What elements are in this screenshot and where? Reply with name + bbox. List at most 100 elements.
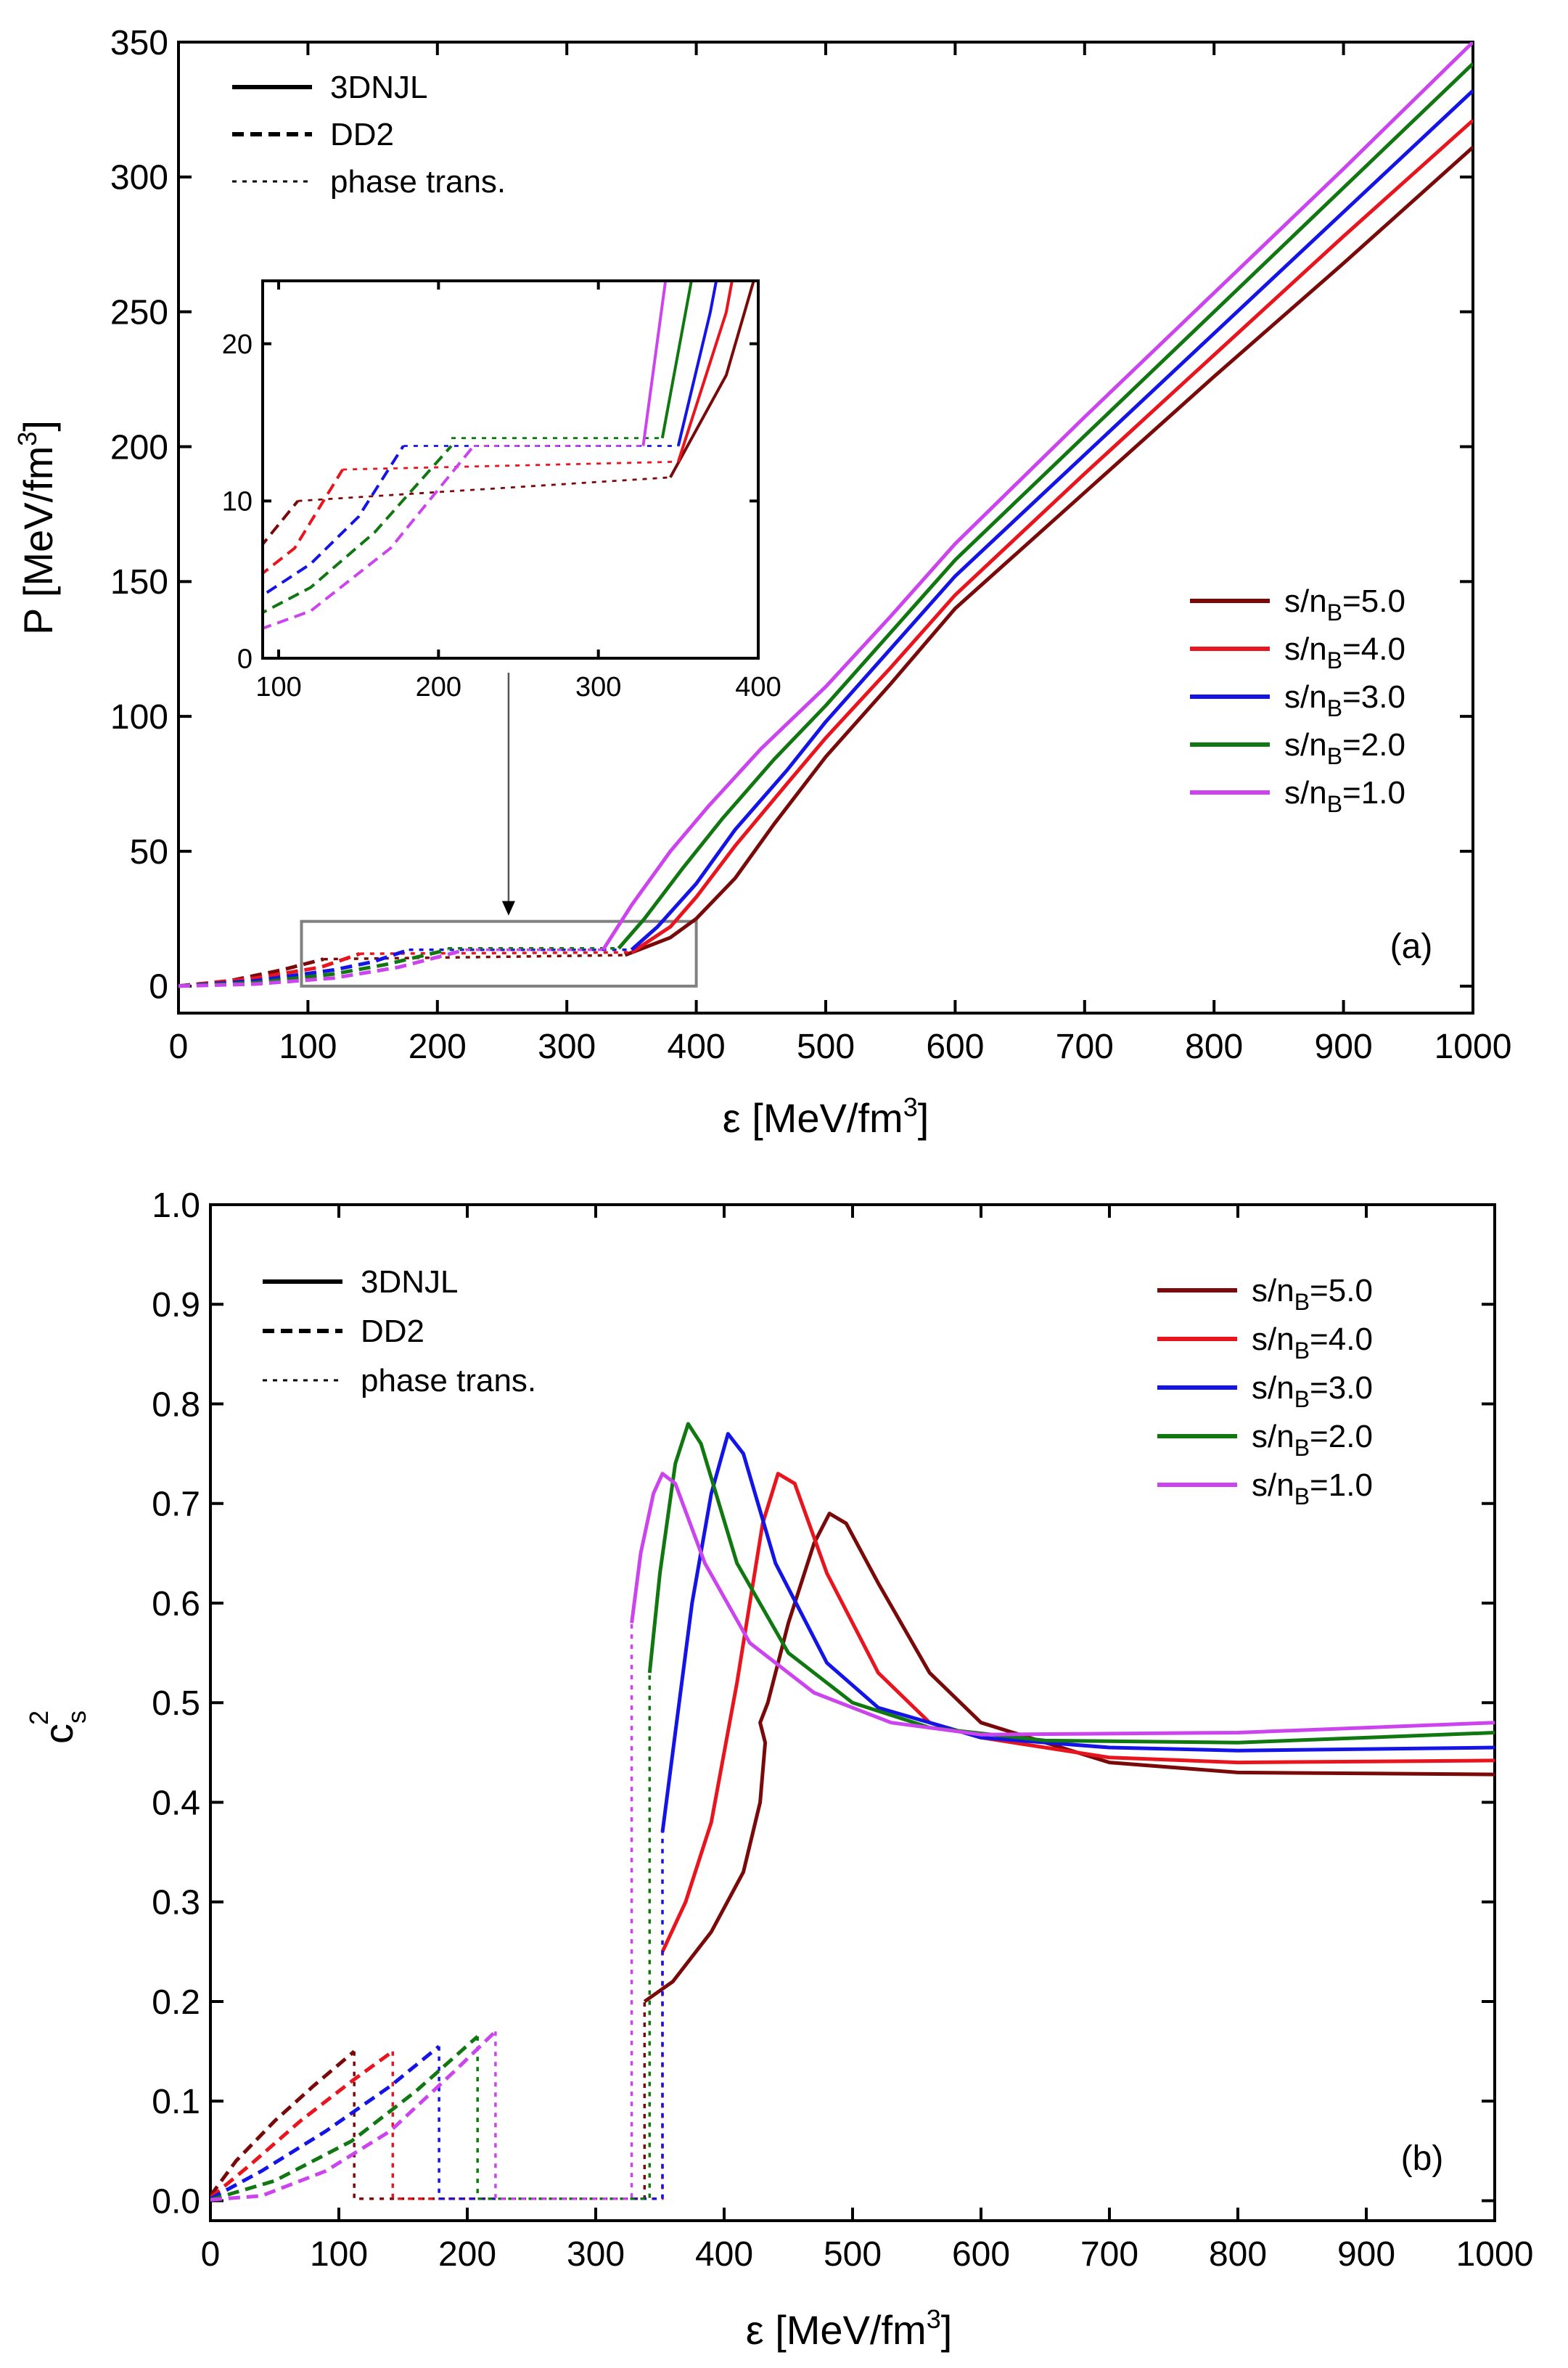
panel-a-x-tick-label: 900 bbox=[1315, 1028, 1373, 1066]
panel-b-y-tick-label: 0.2 bbox=[152, 1983, 200, 2022]
panel-a-njl-line-3 bbox=[617, 62, 1473, 950]
panel-b-series-legend-prefix: s/n bbox=[1252, 1370, 1294, 1406]
panel-a-pressure-chart: 0 100 200 300 400 500 600 700 800 900 100005010015… bbox=[12, 24, 1511, 1141]
panel-a-series-legend-value: =3.0 bbox=[1342, 679, 1405, 715]
panel-b-dd2-line-3 bbox=[210, 2035, 479, 2202]
panel-a-series-legend-value: =5.0 bbox=[1342, 583, 1405, 619]
panel-b-x-tick-label: 400 bbox=[695, 2235, 753, 2274]
panel-b-transition-line-2 bbox=[438, 1832, 664, 2200]
panel-b-x-tick-label: 0 bbox=[201, 2235, 221, 2274]
panel-a-series-legend-prefix: s/n bbox=[1284, 775, 1327, 811]
panel-a-njl-line-1 bbox=[631, 118, 1473, 954]
inset-njl-line-0 bbox=[669, 281, 755, 478]
panel-a-label: (a) bbox=[1390, 927, 1433, 966]
panel-b-x-axis-title: ε [MeV/fm3] bbox=[746, 2304, 953, 2353]
inset-x-tick-label: 400 bbox=[735, 672, 781, 702]
panel-b-y-axis-title: cs2 bbox=[24, 1711, 91, 1744]
panel-b-style-legend-label: phase trans. bbox=[361, 1363, 536, 1398]
panel-a-series-legend-prefix: s/n bbox=[1284, 679, 1327, 715]
panel-b-dd2-line-4 bbox=[210, 2030, 497, 2202]
panel-b-style-legend: 3DNJL DD2 phase trans. bbox=[263, 1264, 536, 1398]
panel-a-transition-line-1 bbox=[359, 951, 632, 955]
panel-b-sound-speed-chart: 0 100 200 300 400 500 600 700 800 900 1000 0.0 0.1 0.… bbox=[24, 1187, 1533, 2353]
panel-b-y-tick-label: 0.6 bbox=[152, 1585, 200, 1623]
panel-b-x-tick-label: 300 bbox=[567, 2235, 625, 2274]
inset-frame bbox=[261, 279, 760, 660]
panel-a-dd2-line-4 bbox=[178, 948, 467, 988]
panel-a-y-tick-label: 350 bbox=[110, 24, 168, 62]
panel-a-series-legend-sub: B bbox=[1327, 695, 1342, 721]
panel-b-y-tick-label: 0.3 bbox=[152, 1884, 200, 1922]
panel-a-x-tick-label: 100 bbox=[279, 1028, 337, 1066]
panel-b-style-legend-label: DD2 bbox=[361, 1314, 424, 1349]
panel-a-njl-line-4 bbox=[602, 42, 1473, 951]
panel-b-series-legend-sub: B bbox=[1294, 1386, 1310, 1412]
panel-b-series-legend-sub: B bbox=[1294, 1289, 1310, 1315]
panel-a-x-axis-title: ε [MeV/fm3] bbox=[723, 1092, 929, 1141]
panel-b-label: (b) bbox=[1401, 2139, 1444, 2178]
panel-a-y-tick-label: 0 bbox=[149, 968, 168, 1007]
panel-a-series-legend-value: =4.0 bbox=[1342, 631, 1405, 667]
panel-a-style-legend-label: 3DNJL bbox=[330, 70, 428, 105]
panel-b-series-legend: s/nB=5.0s/nB=4.0s/nB=3.0s/nB=2.0s/nB=1.0 bbox=[1157, 1273, 1373, 1509]
panel-b-transition-line-0 bbox=[353, 2002, 647, 2200]
inset-transition-line-0 bbox=[297, 476, 670, 502]
panel-b-x-tick-label: 700 bbox=[1080, 2235, 1138, 2274]
panel-b-series-legend-value: =3.0 bbox=[1310, 1370, 1373, 1406]
inset-x-tick-label: 200 bbox=[416, 672, 461, 702]
panel-b-series-legend-prefix: s/n bbox=[1252, 1467, 1294, 1503]
panel-b-series-legend-label: s/nB=5.0 bbox=[1252, 1273, 1373, 1315]
panel-b-transition-line-3 bbox=[476, 1673, 652, 2200]
panel-a-y-tick-label: 100 bbox=[110, 698, 168, 737]
panel-b-series bbox=[210, 1422, 1495, 2202]
zoom-arrow-head bbox=[501, 901, 515, 916]
panel-b-x-tick-label: 1000 bbox=[1456, 2235, 1534, 2274]
panel-a-zoom-box bbox=[300, 673, 698, 988]
panel-a-njl-line-0 bbox=[624, 146, 1473, 957]
panel-a-style-legend-label: phase trans. bbox=[330, 164, 506, 200]
panel-b-series-legend-value: =1.0 bbox=[1310, 1467, 1373, 1503]
panel-b-y-tick-label: 0.0 bbox=[152, 2182, 200, 2221]
inset-x-tick-label: 300 bbox=[575, 672, 621, 702]
panel-a-series-legend-prefix: s/n bbox=[1284, 583, 1327, 619]
panel-b-series-legend-value: =5.0 bbox=[1310, 1273, 1373, 1308]
panel-a-y-tick-label: 50 bbox=[130, 833, 168, 872]
panel-b-style-legend-label: 3DNJL bbox=[361, 1264, 459, 1300]
panel-b-series-legend-value: =2.0 bbox=[1310, 1419, 1373, 1454]
panel-b-njl-line-0 bbox=[643, 1512, 1495, 2004]
panel-a-dd2-line-3 bbox=[178, 948, 448, 988]
panel-a-series-legend-sub: B bbox=[1327, 647, 1342, 673]
panel-b-series-legend-label: s/nB=1.0 bbox=[1252, 1467, 1373, 1509]
panel-b-series-legend-value: =4.0 bbox=[1310, 1322, 1373, 1357]
panel-a-y-tick-label: 150 bbox=[110, 563, 168, 602]
panel-a-series-legend-value: =2.0 bbox=[1342, 727, 1405, 763]
panel-b-x-tick-label: 500 bbox=[824, 2235, 882, 2274]
panel-a-series-legend-prefix: s/n bbox=[1284, 631, 1327, 667]
inset-background bbox=[263, 281, 758, 658]
panel-a-x-tick-label: 500 bbox=[797, 1028, 855, 1066]
panel-a-x-tick-label: 200 bbox=[409, 1028, 467, 1066]
zoom-box bbox=[300, 919, 698, 988]
panel-b-njl-line-1 bbox=[660, 1472, 1495, 1953]
panel-b-y-tick-label: 0.1 bbox=[152, 2083, 200, 2121]
panel-b-series-legend-label: s/nB=4.0 bbox=[1252, 1322, 1373, 1364]
panel-b-series-legend-prefix: s/n bbox=[1252, 1322, 1294, 1357]
panel-b-y-tick-label: 0.5 bbox=[152, 1684, 200, 1723]
panel-a-ticks: 0 100 200 300 400 500 600 700 800 900 100005010015… bbox=[110, 24, 1511, 1066]
panel-a-x-tick-label: 700 bbox=[1056, 1028, 1114, 1066]
panel-b-y-tick-label: 0.9 bbox=[152, 1286, 200, 1324]
panel-a-x-tick-label: 800 bbox=[1185, 1028, 1243, 1066]
panel-b-x-tick-label: 800 bbox=[1209, 2235, 1267, 2274]
panel-b-y-tick-label: 0.7 bbox=[152, 1486, 200, 1524]
panel-b-y-tick-label: 0.8 bbox=[152, 1385, 200, 1424]
inset-dd2-line-3 bbox=[263, 445, 453, 615]
panel-b-y-tick-label: 1.0 bbox=[152, 1187, 200, 1225]
panel-a-dd2-line-2 bbox=[178, 948, 410, 988]
inset-dd2-line-1 bbox=[263, 468, 344, 575]
panel-b-njl-line-2 bbox=[660, 1432, 1495, 1833]
inset-y-tick-label: 20 bbox=[222, 329, 253, 360]
panel-b-series-legend-sub: B bbox=[1294, 1435, 1310, 1461]
panel-b-x-tick-label: 600 bbox=[952, 2235, 1010, 2274]
panel-b-y-tick-label: 0.4 bbox=[152, 1784, 200, 1822]
